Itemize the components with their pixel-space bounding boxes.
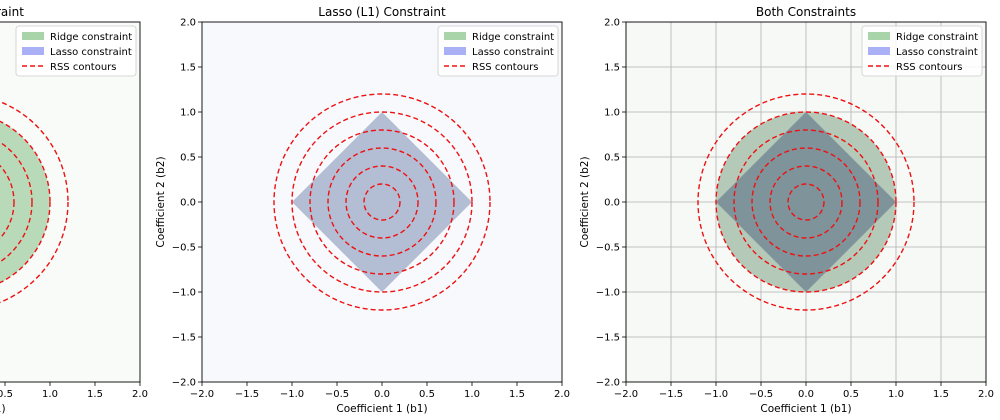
x-tick-label: 0.5 (843, 389, 859, 400)
legend-ridge-swatch (444, 32, 466, 40)
legend: Ridge constraint Lasso constraint RSS cont… (861, 25, 983, 77)
x-tick-label: 2.0 (132, 389, 148, 400)
legend-box (15, 25, 137, 77)
y-tick-label: −2.0 (596, 378, 620, 389)
plot-area (273, 93, 491, 311)
x-tick-label: −0.5 (325, 389, 349, 400)
x-tick-label: 0.0 (374, 389, 390, 400)
y-tick-label: −2.0 (172, 378, 196, 389)
x-axis-label: Coefficient 1 (b1) (336, 403, 427, 415)
rss-contour (327, 147, 437, 257)
rss-contour (0, 120, 51, 284)
x-tick-label: 0.5 (419, 389, 435, 400)
y-tick-label: −1.5 (596, 333, 620, 344)
rss-contour (697, 93, 915, 311)
legend-lasso-label: Lasso constraint (896, 47, 978, 58)
x-tick-label: −1.5 (235, 389, 259, 400)
x-tick-label: 1.0 (42, 389, 58, 400)
plot-area (0, 100, 69, 304)
rss-contour (715, 111, 897, 293)
rss-contour (787, 183, 825, 221)
x-tick-label: 2.0 (554, 389, 570, 400)
x-axis-label: Coefficient 1 (b1) (0, 403, 6, 415)
legend: Ridge constraint Lasso constraint RSS cont… (15, 25, 137, 77)
x-tick-label: 1.5 (509, 389, 525, 400)
x-tick-label: 1.5 (933, 389, 949, 400)
rss-contour (769, 165, 843, 239)
y-tick-label: 1.0 (604, 108, 620, 119)
rss-contour (309, 129, 455, 275)
y-tick-label: −1.0 (596, 288, 620, 299)
lasso-constraint-region (292, 112, 472, 292)
y-tick-label: −0.5 (596, 243, 620, 254)
x-tick-label: −1.0 (280, 389, 304, 400)
rss-contour (0, 141, 33, 263)
rss-contour (0, 164, 15, 240)
x-tick-label: 0.0 (798, 389, 814, 400)
legend-lasso-label: Lasso constraint (472, 47, 554, 58)
axes-frame (0, 21, 141, 383)
x-tick-label: 1.0 (464, 389, 480, 400)
y-tick-label: 0.5 (180, 153, 196, 164)
y-tick-label: −0.5 (172, 243, 196, 254)
legend-ridge-swatch (868, 32, 890, 40)
legend-ridge-swatch (22, 32, 44, 40)
y-tick-label: 0.0 (180, 198, 196, 209)
y-axis-label: Coefficient 2 (b2) (155, 156, 167, 247)
legend-rss-label: RSS contours (50, 62, 116, 73)
legend: Ridge constraint Lasso constraint RSS cont… (437, 25, 559, 77)
rss-contour (345, 165, 419, 239)
y-tick-label: 1.5 (180, 63, 196, 74)
x-axis-label: Coefficient 1 (b1) (760, 403, 851, 415)
legend-lasso-swatch (444, 47, 466, 55)
lasso-constraint-region (716, 112, 896, 292)
rss-contour (273, 93, 491, 311)
y-tick-label: 0.0 (604, 198, 620, 209)
x-tick-label: −2.0 (190, 389, 214, 400)
plot-area (626, 22, 986, 382)
legend-lasso-label: Lasso constraint (50, 47, 132, 58)
panel-3: −2.0 −1.5 −1.0 −0.5 0.0 0.5 1.0 1.5 2.0 −2.0 −1.5 −… (579, 5, 994, 415)
rss-contour (751, 147, 861, 257)
y-tick-label: 2.0 (180, 18, 196, 29)
chart-title: Both Constraints (756, 5, 856, 19)
rss-contour (733, 129, 879, 275)
legend-rss-label: RSS contours (472, 62, 538, 73)
legend-ridge-label: Ridge constraint (472, 32, 554, 43)
legend-lasso-swatch (868, 47, 890, 55)
x-tick-label: −2.0 (614, 389, 638, 400)
ridge-constraint-region (0, 121, 50, 283)
chart-title: Ridge (L2) Constraint (0, 5, 24, 19)
rss-contour (291, 111, 473, 293)
chart-title: Lasso (L1) Constraint (318, 5, 446, 19)
y-tick-label: −1.0 (172, 288, 196, 299)
x-tick-label: −1.0 (704, 389, 728, 400)
x-tick-label: −0.5 (749, 389, 773, 400)
legend-rss-label: RSS contours (896, 62, 962, 73)
x-tick-label: 2.0 (978, 389, 994, 400)
legend-box (437, 25, 559, 77)
legend-lasso-swatch (22, 47, 44, 55)
panel-1: −2.0−1.5−1.0−0.50.00.51.01.52.0−2.0−1.5−… (0, 5, 148, 415)
x-tick-label: 1.0 (888, 389, 904, 400)
legend-ridge-label: Ridge constraint (896, 32, 978, 43)
y-tick-label: 2.0 (604, 18, 620, 29)
x-tick-label: 1.5 (87, 389, 103, 400)
legend-box (861, 25, 983, 77)
x-tick-label: −1.5 (659, 389, 683, 400)
rss-contour (363, 183, 401, 221)
rss-contour (0, 100, 69, 304)
panel-2: −2.0 −1.5 −1.0 −0.5 0.0 0.5 1.0 1.5 2.0 −2.0 −1.5 −… (155, 5, 570, 415)
y-tick-label: 0.5 (604, 153, 620, 164)
x-tick-label: 0.5 (0, 389, 13, 400)
legend-ridge-label: Ridge constraint (50, 32, 132, 43)
y-tick-label: 1.0 (180, 108, 196, 119)
y-axis-label: Coefficient 2 (b2) (579, 156, 591, 247)
y-tick-label: 1.5 (604, 63, 620, 74)
y-tick-label: −1.5 (172, 333, 196, 344)
